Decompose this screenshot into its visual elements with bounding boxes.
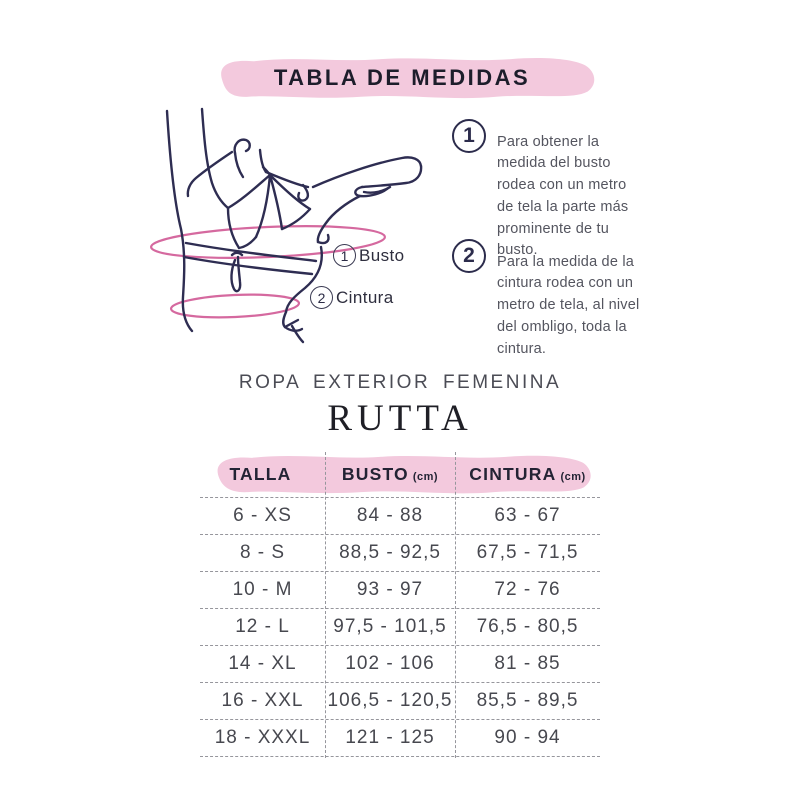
category-heading: ROPA EXTERIOR FEMENINA	[238, 372, 562, 393]
cell-cintura: 67,5 - 71,5	[476, 542, 579, 563]
circled-number-2-icon: 2	[310, 286, 333, 309]
title-blob-shape	[221, 57, 595, 99]
column-divider	[455, 452, 456, 758]
step-1-text: Para obtener la medida del busto rodea c…	[497, 133, 629, 259]
cell-busto: 93 - 97	[356, 579, 424, 600]
cell-busto: 102 - 106	[345, 653, 435, 674]
table-header-labels: TALLA BUSTO (cm) CINTURA (cm)	[200, 452, 600, 497]
cell-cintura: 81 - 85	[494, 653, 561, 674]
table-row: 10 - M 93 - 97 72 - 76	[200, 572, 600, 609]
cell-busto: 97,5 - 101,5	[333, 616, 447, 637]
cell-talla: 8 - S	[239, 542, 286, 563]
page-title: TABLA DE MEDIDAS	[273, 65, 531, 90]
cell-busto: 88,5 - 92,5	[339, 542, 441, 563]
cell-talla: 12 - L	[235, 616, 290, 637]
step-2-number-icon: 2	[452, 239, 486, 273]
brand-logo: RUTTA	[327, 398, 473, 439]
cell-talla: 6 - XS	[233, 505, 292, 526]
table-row: 8 - S 88,5 - 92,5 67,5 - 71,5	[200, 535, 600, 572]
header-cintura-label: CINTURA	[469, 464, 557, 484]
bust-callout: 1 Busto	[333, 244, 404, 267]
step-2-text: Para la medida de la cintura rodea con u…	[497, 253, 640, 357]
header-busto-label: BUSTO	[341, 464, 409, 484]
header-busto: BUSTO (cm)	[325, 464, 455, 485]
bust-tape-ellipse	[150, 225, 386, 259]
cell-cintura: 90 - 94	[494, 727, 561, 748]
cell-talla: 10 - M	[232, 579, 293, 600]
cell-cintura: 63 - 67	[494, 505, 561, 526]
header-talla-label: TALLA	[229, 464, 292, 484]
table-row: 14 - XL 102 - 106 81 - 85	[200, 646, 600, 683]
cell-cintura: 72 - 76	[494, 579, 561, 600]
step-1-number-icon: 1	[452, 119, 486, 153]
instruction-step-2: 2 Para la medida de la cintura rodea con…	[452, 237, 645, 375]
table-row: 16 - XXL 106,5 - 120,5 85,5 - 89,5	[200, 683, 600, 720]
instruction-step-1: 1 Para obtener la medida del busto rodea…	[452, 117, 645, 277]
cell-busto: 106,5 - 120,5	[327, 690, 453, 711]
cell-talla: 14 - XL	[228, 653, 297, 674]
waist-callout-label: Cintura	[336, 287, 394, 307]
cell-cintura: 85,5 - 89,5	[476, 690, 579, 711]
size-table: TALLA BUSTO (cm) CINTURA (cm) 6 - XS 84 - …	[200, 452, 600, 758]
header-cintura-unit: (cm)	[560, 471, 586, 483]
waist-callout: 2 Cintura	[310, 286, 394, 309]
header-cintura: CINTURA (cm)	[455, 464, 600, 485]
torso-measurement-illustration	[150, 107, 423, 344]
header-talla: TALLA	[200, 464, 325, 485]
torso-line-art	[165, 107, 423, 344]
table-row: 12 - L 97,5 - 101,5 76,5 - 80,5	[200, 609, 600, 646]
cell-busto: 84 - 88	[356, 505, 424, 526]
column-divider	[325, 452, 326, 758]
cell-busto: 121 - 125	[345, 727, 435, 748]
bust-callout-label: Busto	[359, 245, 405, 265]
header-busto-unit: (cm)	[412, 471, 439, 483]
title-banner: TABLA DE MEDIDAS	[197, 54, 607, 102]
cell-cintura: 76,5 - 80,5	[476, 616, 579, 637]
cell-talla: 16 - XXL	[221, 690, 304, 711]
cell-talla: 18 - XXXL	[214, 727, 311, 748]
table-row: 6 - XS 84 - 88 63 - 67	[200, 498, 600, 535]
table-header-row: TALLA BUSTO (cm) CINTURA (cm)	[200, 452, 600, 498]
circled-number-1-icon: 1	[333, 244, 356, 267]
table-row: 18 - XXXL 121 - 125 90 - 94	[200, 720, 600, 757]
header-blob-shape	[217, 455, 591, 494]
waist-tape-ellipse	[169, 293, 301, 319]
